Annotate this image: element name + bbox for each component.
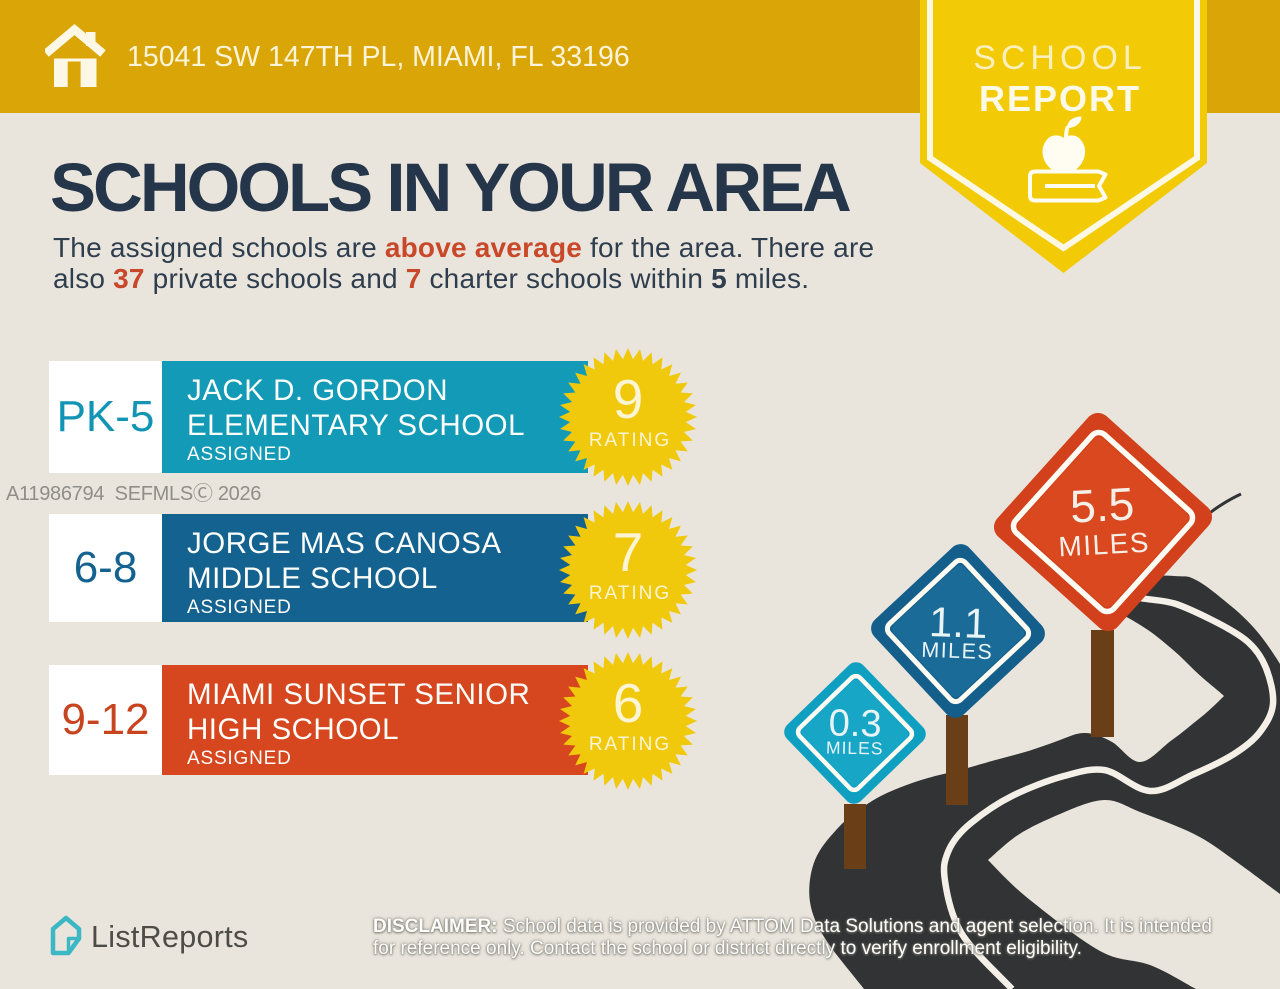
svg-text:1.1: 1.1 xyxy=(928,598,988,647)
svg-text:MILES: MILES xyxy=(1058,527,1151,563)
svg-text:0.3: 0.3 xyxy=(828,703,882,746)
svg-text:5.5: 5.5 xyxy=(1069,477,1136,532)
svg-text:MILES: MILES xyxy=(921,638,994,664)
svg-text:MILES: MILES xyxy=(826,737,884,758)
